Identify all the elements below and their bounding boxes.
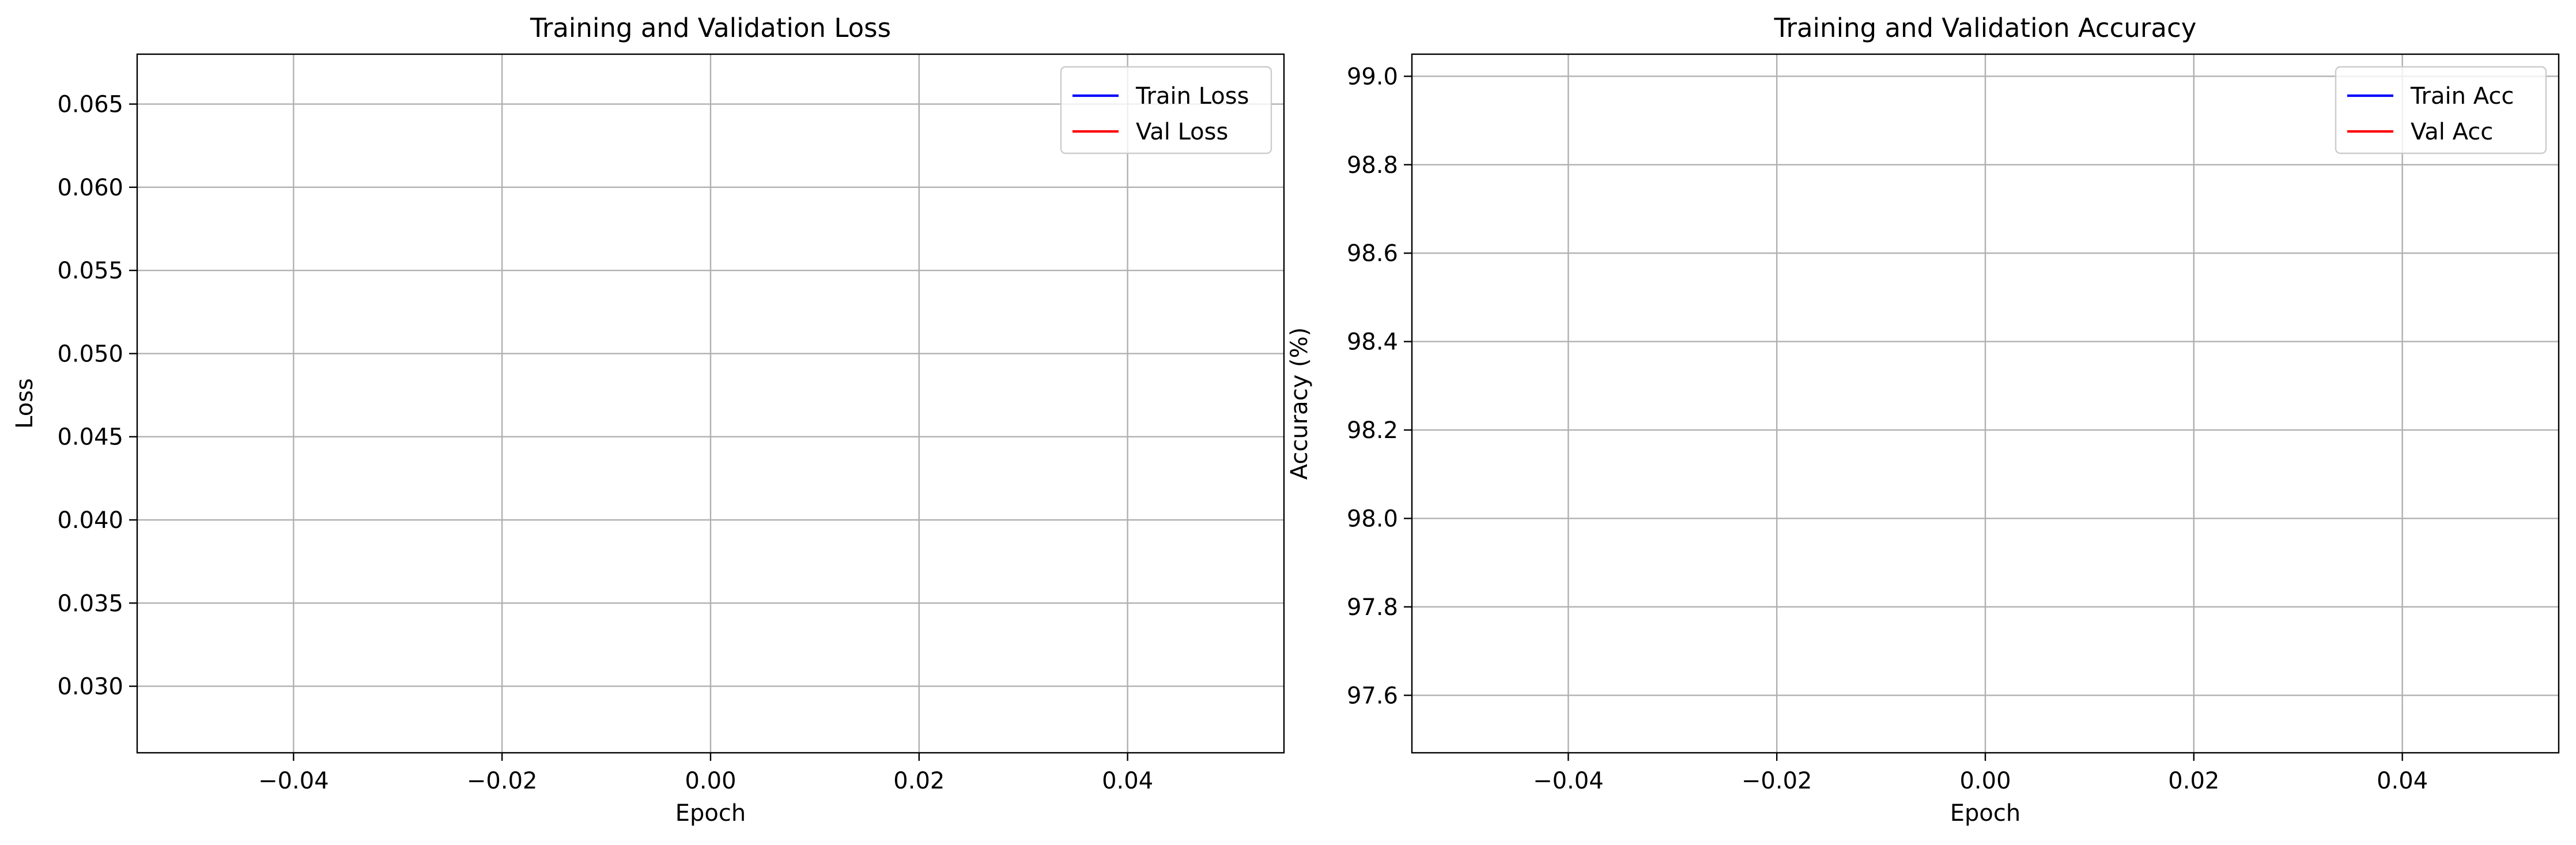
y-tick-label: 0.045	[57, 424, 123, 451]
loss-legend: Train Loss Val Loss	[1060, 66, 1272, 154]
loss-y-axis-label: Loss	[12, 378, 38, 429]
y-tick-label: 0.065	[57, 92, 123, 118]
y-tick-label: 0.060	[57, 175, 123, 201]
x-tick-label: −0.02	[1742, 768, 1812, 794]
x-tick-label: 0.04	[1102, 768, 1153, 794]
x-tick-label: −0.04	[258, 768, 329, 794]
x-tick-label: 0.04	[2377, 768, 2428, 794]
y-tick-label: 0.050	[57, 341, 123, 367]
y-tick-label: 0.055	[57, 258, 123, 284]
x-tick-label: −0.02	[467, 768, 538, 794]
legend-label-train: Train Loss	[1135, 83, 1249, 110]
x-tick-label: 0.00	[1959, 768, 2011, 794]
loss-gridlines	[137, 54, 1284, 753]
y-tick-label: 99.0	[1347, 63, 1398, 90]
y-tick-label: 0.030	[57, 674, 123, 700]
x-tick-label: 0.02	[893, 768, 945, 794]
legend-label-train: Train Acc	[2410, 83, 2514, 110]
accuracy-y-axis-label: Accuracy (%)	[1286, 327, 1313, 480]
x-tick-label: 0.02	[2168, 768, 2219, 794]
x-tick-label: −0.04	[1533, 768, 1604, 794]
y-tick-label: 98.8	[1347, 152, 1398, 179]
legend-label-val: Val Acc	[2411, 119, 2493, 145]
accuracy-gridlines	[1412, 54, 2559, 753]
y-tick-label: 0.040	[57, 507, 123, 534]
accuracy-legend: Train Acc Val Acc	[2335, 66, 2547, 154]
y-tick-label: 0.035	[57, 590, 123, 617]
legend-label-val: Val Loss	[1136, 119, 1228, 145]
accuracy-chart: −0.04 −0.02 0.00 0.02 0.04 97.6 97.8 98.0 98.2 98…	[1286, 13, 2560, 827]
y-tick-label: 97.6	[1347, 682, 1398, 709]
loss-chart-title: Training and Validation Loss	[530, 13, 891, 43]
accuracy-chart-title: Training and Validation Accuracy	[1774, 13, 2197, 43]
loss-x-axis-label: Epoch	[675, 800, 746, 827]
loss-chart: −0.04 −0.02 0.00 0.02 0.04 0.030 0.035 0.040 0.0…	[12, 13, 1285, 827]
y-tick-label: 98.4	[1347, 329, 1398, 356]
y-tick-label: 98.2	[1347, 417, 1398, 444]
y-tick-label: 97.8	[1347, 594, 1398, 621]
y-tick-label: 98.6	[1347, 240, 1398, 267]
x-tick-label: 0.00	[685, 768, 736, 794]
y-tick-label: 98.0	[1347, 506, 1398, 532]
accuracy-x-axis-label: Epoch	[1950, 800, 2020, 827]
